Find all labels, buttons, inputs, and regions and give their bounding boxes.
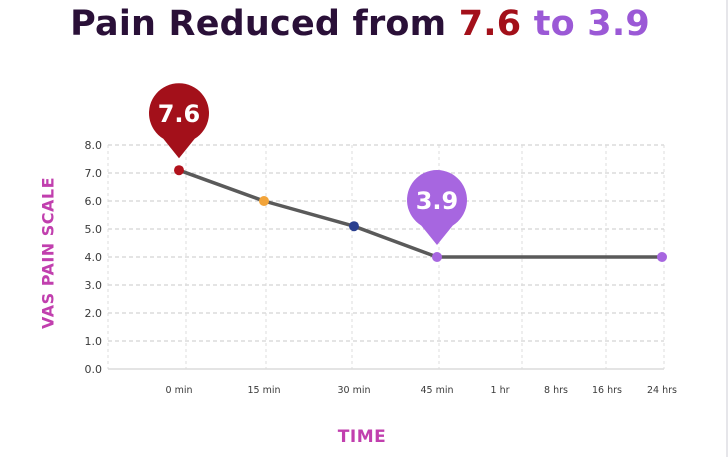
x-tick-label: 8 hrs [544,385,568,396]
data-point-0 [174,165,184,176]
x-tick-label: 0 min [166,385,193,396]
data-point-3 [432,252,442,262]
data-point-2 [349,221,359,232]
x-axis-label: TIME [337,427,387,447]
chart-title: Pain Reduced from 7.6 to 3.9 [0,4,720,44]
title-start-value: 7.6 [458,4,522,44]
x-tick-label: 30 min [337,385,370,396]
page-edge [726,0,728,457]
title-prefix: Pain Reduced from [70,4,459,44]
pin-layer: 7.6 3.9 [149,83,467,245]
x-tick-label: 45 min [420,385,453,396]
point-layer [174,165,667,262]
pin-shape [407,169,467,245]
y-tick-label: 3.0 [85,279,103,292]
annotation-pin-0: 7.6 [149,83,210,159]
annotation-pin-1: 3.9 [407,169,467,245]
y-tick-label: 2.0 [85,307,103,320]
y-tick-label: 4.0 [85,251,103,264]
y-tick-label: 1.0 [85,335,103,348]
pin-label: 7.6 [158,100,201,128]
data-point-1 [259,196,269,206]
pin-label: 3.9 [416,187,459,215]
data-point-4 [657,252,667,262]
title-connector: to [521,4,588,44]
y-tick-label: 5.0 [85,223,103,236]
y-tick-label: 8.0 [85,139,103,152]
tick-layer: 0.0 1.0 2.0 3.0 4.0 5.0 6.0 7.0 8.0 0 min 15 min 30… [85,139,678,396]
title-end-value: 3.9 [587,4,650,44]
x-tick-label: 15 min [247,385,280,396]
y-tick-label: 0.0 [85,363,103,376]
y-tick-label: 7.0 [85,167,103,180]
x-tick-label: 24 hrs [647,385,677,396]
y-tick-label: 6.0 [85,195,103,208]
pin-shape [149,83,210,159]
x-tick-label: 16 hrs [592,385,622,396]
x-tick-label: 1 hr [491,385,510,396]
